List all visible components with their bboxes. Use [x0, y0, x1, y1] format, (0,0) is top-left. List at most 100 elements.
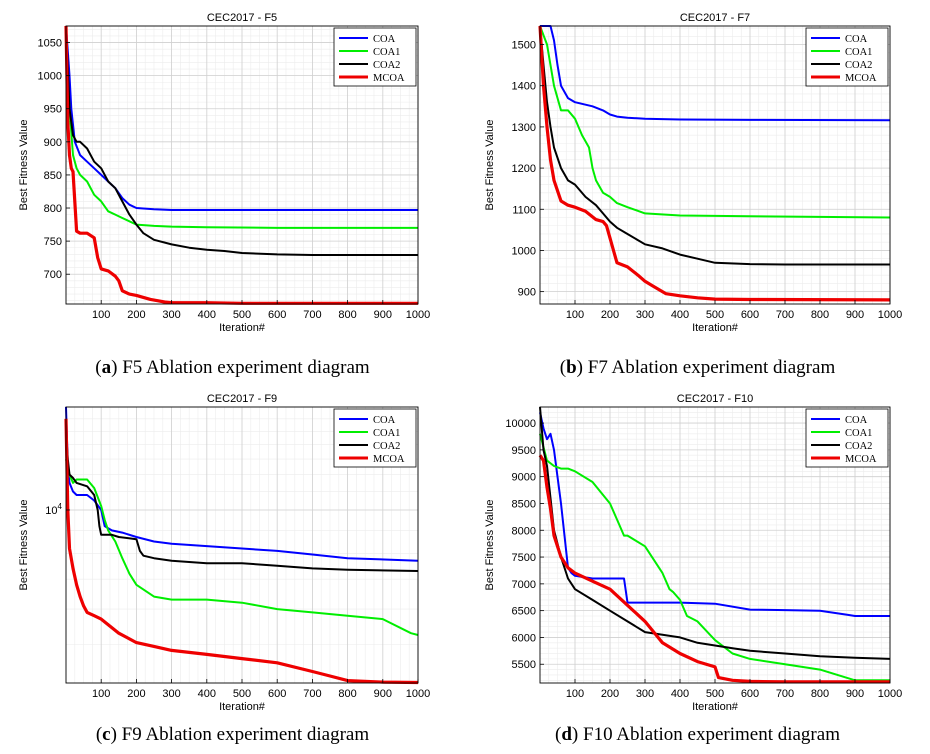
- series-line-mcoa: [64, 418, 419, 685]
- y-tick-label: 9000: [512, 472, 536, 484]
- y-axis-label: Best Fitness Value: [484, 120, 496, 211]
- x-tick-label: 100: [92, 309, 110, 321]
- x-tick-label: 900: [374, 688, 392, 700]
- x-tick-label: 500: [706, 309, 724, 321]
- y-tick-label: 1000: [512, 245, 536, 257]
- y-tick-label: 5500: [512, 659, 536, 671]
- x-tick-label: 700: [303, 688, 321, 700]
- x-tick-label: 200: [127, 688, 145, 700]
- y-tick-label: 6000: [512, 632, 536, 644]
- x-tick-label: 700: [776, 309, 794, 321]
- x-tick-label: 600: [741, 309, 759, 321]
- x-tick-label: 300: [636, 688, 654, 700]
- series-line-coa1: [65, 458, 419, 636]
- legend-label-coa2: COA2: [373, 441, 400, 452]
- legend-label-coa1: COA1: [845, 428, 872, 439]
- legend-label-coa: COA: [373, 415, 396, 426]
- chart-f10: 100 200 300 400 500 600 700 800 900 1000 5500 6000 6…: [484, 393, 902, 713]
- x-tick-label: 200: [601, 688, 619, 700]
- y-tick-label: 8500: [512, 498, 536, 510]
- y-tick-label: 104: [45, 502, 62, 517]
- legend-label-coa: COA: [373, 34, 396, 45]
- series-line-coa: [540, 25, 891, 122]
- x-axis-label: Iteration#: [219, 322, 266, 334]
- x-tick-label: 500: [706, 688, 724, 700]
- chart-f9: 100 200 300 400 500 600 700 800 900 1000 104 CEC201…: [18, 393, 430, 713]
- x-tick-label: 700: [776, 688, 794, 700]
- x-axis-label: Iteration#: [692, 701, 739, 713]
- y-tick-label: 900: [44, 137, 62, 149]
- legend-label-coa2: COA2: [373, 60, 400, 71]
- series-line-coa: [539, 412, 890, 617]
- y-tick-label: 700: [44, 269, 62, 281]
- legend-label-coa1: COA1: [845, 47, 872, 58]
- x-tick-label: 400: [198, 688, 216, 700]
- x-tick-label: 300: [162, 309, 180, 321]
- legend-label-coa1: COA1: [373, 47, 400, 58]
- series-line-coa1: [65, 49, 418, 229]
- series-line-coa1: [539, 25, 891, 219]
- y-tick-label: 1100: [512, 204, 536, 216]
- y-tick-label: 7000: [512, 579, 536, 591]
- y-tick-label: 7500: [512, 552, 536, 564]
- y-tick-label: 1500: [512, 40, 536, 52]
- chart-panel-f9: 100 200 300 400 500 600 700 800 900 1000 104 CEC201…: [0, 393, 465, 723]
- series-line-coa2: [539, 25, 890, 266]
- chart-title: CEC2017 - F5: [207, 12, 277, 24]
- x-tick-label: 700: [303, 309, 321, 321]
- x-axis-label: Iteration#: [692, 322, 739, 334]
- x-tick-label: 100: [566, 688, 584, 700]
- y-tick-label: 10000: [505, 418, 536, 430]
- series-line-coa1: [539, 433, 890, 682]
- chart-panel-f7: 100 200 300 400 500 600 700 800 900 1000 900 1000 11…: [465, 0, 930, 345]
- y-tick-label: 1400: [512, 81, 536, 93]
- x-tick-label: 900: [846, 688, 864, 700]
- series-line-coa: [65, 406, 419, 562]
- chart-panel-f5: 100 200 300 400 500 600 700 800 900 1000 700 750 800…: [0, 0, 465, 345]
- x-tick-label: 800: [338, 309, 356, 321]
- y-tick-label: 1300: [512, 122, 536, 134]
- legend-label-coa2: COA2: [845, 60, 872, 71]
- x-tick-label: 1000: [406, 309, 430, 321]
- x-tick-label: 900: [374, 309, 392, 321]
- legend-label-coa2: COA2: [845, 441, 872, 452]
- x-tick-label: 100: [566, 309, 584, 321]
- caption-a: (a) F5 Ablation experiment diagram: [95, 357, 370, 378]
- x-tick-label: 600: [741, 688, 759, 700]
- series-line-mcoa: [538, 454, 890, 684]
- y-tick-label: 1050: [38, 38, 62, 50]
- y-axis-label: Best Fitness Value: [18, 500, 30, 591]
- y-tick-label: 750: [44, 236, 62, 248]
- x-axis-label: Iteration#: [219, 701, 266, 713]
- caption-d: (d) F10 Ablation experiment diagram: [555, 724, 840, 745]
- y-tick-label: 9500: [512, 445, 536, 457]
- x-tick-label: 400: [198, 309, 216, 321]
- caption-b: (b) F7 Ablation experiment diagram: [559, 357, 836, 378]
- legend-label-mcoa: MCOA: [373, 454, 405, 465]
- legend-label-coa: COA: [845, 415, 868, 426]
- x-tick-label: 500: [233, 688, 251, 700]
- legend-label-coa1: COA1: [373, 428, 400, 439]
- y-tick-label: 1200: [512, 163, 536, 175]
- chart-f7: 100 200 300 400 500 600 700 800 900 1000 900 1000 11…: [484, 12, 902, 334]
- x-tick-label: 600: [268, 688, 286, 700]
- x-tick-label: 300: [636, 309, 654, 321]
- x-tick-label: 200: [601, 309, 619, 321]
- y-tick-label: 900: [518, 287, 536, 299]
- y-tick-label: 850: [44, 170, 62, 182]
- y-tick-label: 800: [44, 203, 62, 215]
- series-line-coa2: [65, 25, 418, 256]
- x-tick-label: 800: [811, 688, 829, 700]
- x-tick-label: 400: [671, 688, 689, 700]
- legend-label-mcoa: MCOA: [845, 73, 877, 84]
- series-line-mcoa: [64, 25, 418, 305]
- y-tick-label: 8000: [512, 525, 536, 537]
- x-tick-label: 500: [233, 309, 251, 321]
- legend-label-mcoa: MCOA: [845, 454, 877, 465]
- series-line-mcoa: [538, 25, 891, 302]
- legend-label-mcoa: MCOA: [373, 73, 405, 84]
- chart-title: CEC2017 - F7: [680, 12, 750, 24]
- y-axis-label: Best Fitness Value: [484, 500, 496, 591]
- x-tick-label: 1000: [406, 688, 430, 700]
- x-tick-label: 1000: [878, 688, 902, 700]
